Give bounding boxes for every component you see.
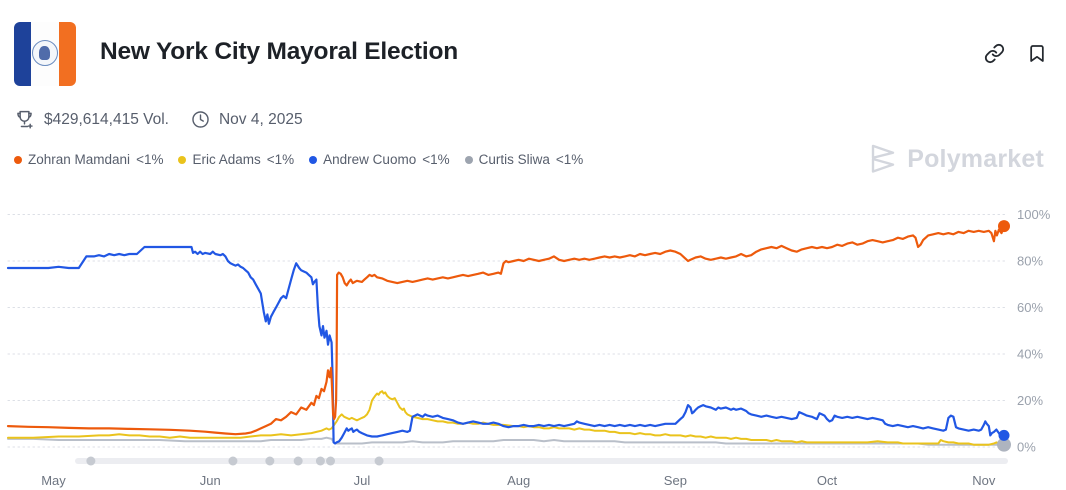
timeline-event-marker[interactable]	[265, 456, 275, 466]
y-axis-label: 20%	[1017, 393, 1043, 408]
series-line-sliwa	[7, 436, 1005, 446]
header-actions	[983, 42, 1048, 64]
y-axis-label: 0%	[1017, 440, 1036, 455]
y-axis-label: 100%	[1017, 207, 1051, 222]
legend-value: <1%	[266, 152, 295, 167]
y-axis-label: 80%	[1017, 254, 1043, 269]
polymarket-logo-icon	[872, 144, 895, 173]
legend-item-andrew-cuomo[interactable]: Andrew Cuomo <1%	[309, 152, 450, 167]
link-icon	[984, 43, 1004, 63]
legend-label: Eric Adams	[192, 152, 261, 167]
series-end-dot-sliwa	[997, 437, 1011, 452]
timeline-event-marker[interactable]	[374, 456, 384, 466]
y-axis-label: 40%	[1017, 347, 1043, 362]
legend-item-zohran-mamdani[interactable]: Zohran Mamdani <1%	[14, 152, 163, 167]
x-axis-label-may: May	[41, 473, 66, 488]
nyc-seal-emblem	[39, 46, 50, 60]
end-date-icon	[192, 111, 209, 128]
legend-label: Zohran Mamdani	[28, 152, 131, 167]
polymarket-watermark: Polymarket	[868, 142, 1044, 176]
x-axis-label-oct: Oct	[817, 473, 838, 488]
flag-blue-stripe	[14, 22, 31, 86]
timeline-event-marker[interactable]	[326, 456, 336, 466]
nyc-seal-icon	[32, 40, 58, 66]
market-icon	[14, 22, 76, 86]
chart-legend: Zohran Mamdani <1% Eric Adams <1% Andrew Cuo…	[14, 152, 583, 167]
volume-icon	[17, 110, 33, 129]
series-end-dot-cuomo	[998, 429, 1010, 441]
legend-item-eric-adams[interactable]: Eric Adams <1%	[178, 152, 294, 167]
legend-label: Andrew Cuomo	[323, 152, 417, 167]
timeline-event-marker[interactable]	[315, 456, 325, 466]
series-end-dot-mamdani	[998, 220, 1010, 233]
volume-text: $429,614,415 Vol.	[44, 110, 169, 128]
flag-white-stripe	[31, 22, 59, 86]
x-axis-label-jul: Jul	[354, 473, 371, 488]
bookmark-icon	[1030, 44, 1044, 62]
legend-dot	[464, 155, 473, 164]
series-line-cuomo	[6, 245, 1006, 445]
copy-link-button[interactable]	[983, 42, 1005, 64]
series-line-mamdani	[6, 225, 1006, 436]
x-axis-label-nov: Nov	[972, 473, 996, 488]
legend-dot	[309, 155, 318, 164]
timeline-event-marker[interactable]	[293, 456, 303, 466]
market-title: New York City Mayoral Election	[100, 38, 458, 65]
flag-orange-stripe	[59, 22, 76, 86]
polymarket-wordmark: Polymarket	[907, 144, 1044, 173]
y-axis-label: 60%	[1017, 300, 1043, 315]
timeline-event-marker[interactable]	[228, 456, 238, 466]
legend-dot	[14, 155, 22, 164]
series-line-adams	[7, 390, 1005, 446]
legend-item-curtis-sliwa[interactable]: Curtis Sliwa <1%	[464, 152, 584, 167]
legend-value: <1%	[136, 152, 164, 167]
market-stats: $429,614,415 Vol. Nov 4, 2025	[14, 109, 303, 130]
legend-value: <1%	[422, 152, 450, 167]
bookmark-button[interactable]	[1026, 42, 1048, 64]
x-axis-label-aug: Aug	[507, 473, 530, 488]
timeline-event-marker[interactable]	[86, 456, 96, 466]
legend-label: Curtis Sliwa	[478, 152, 550, 167]
legend-value: <1%	[555, 152, 584, 167]
x-axis-label-sep: Sep	[664, 473, 687, 488]
timeline-scrubber[interactable]	[75, 458, 1008, 464]
x-axis-label-jun: Jun	[200, 473, 221, 488]
legend-dot	[178, 155, 187, 164]
end-date-text: Nov 4, 2025	[218, 110, 303, 128]
